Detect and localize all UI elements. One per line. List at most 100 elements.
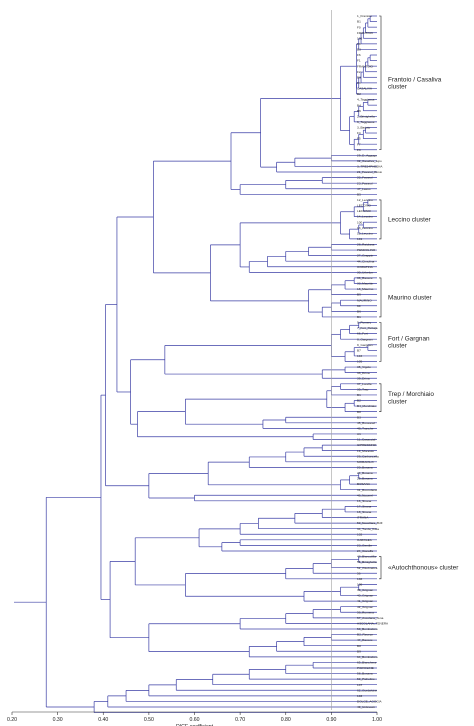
leaf-label: F4 — [357, 131, 361, 135]
leaf-label: BOSANA — [357, 482, 371, 486]
leaf-label: 103 — [357, 694, 362, 698]
leaf-label: B2 — [357, 92, 361, 96]
leaf-label: B1 — [357, 20, 361, 24]
leaf-label: 14_Leccino — [357, 215, 373, 219]
leaf-label: FRANTOIO — [357, 31, 374, 35]
leaf-label: A1 — [357, 432, 361, 436]
leaf-label: LECCINO — [357, 204, 371, 208]
leaf-label: 107 — [357, 683, 362, 687]
cluster-bracket — [379, 277, 382, 318]
leaf-label: 25_Bosana — [357, 477, 373, 481]
leaf-label: B4 — [357, 103, 361, 107]
leaf-label: CORATINA — [357, 265, 374, 269]
leaf-label: 2_Brisighella — [357, 114, 375, 118]
leaf-label: 21_Favarol_Rosio — [357, 170, 382, 174]
leaf-label: CASALIVA — [357, 87, 373, 91]
leaf-label: B3 — [357, 48, 361, 52]
leaf-label: 42_Grignan — [357, 605, 373, 609]
leaf-label: F3 — [357, 148, 361, 152]
leaf-label: 35_Trep — [357, 387, 369, 391]
cluster-label: cluster — [388, 343, 408, 350]
leaf-label: 28_Raiolana — [357, 243, 375, 247]
leaf-label: 13_Leccino — [357, 226, 373, 230]
leaf-label: 37_Lorella — [357, 382, 372, 386]
leaf-label: MORAIOLO — [357, 460, 374, 464]
x-axis-title: DICE coefficient — [176, 724, 214, 726]
leaf-label: F6 — [357, 53, 361, 57]
leaf-label: 27_Grappin — [357, 254, 373, 258]
x-axis-tick-label: 0.60 — [189, 717, 199, 723]
leaf-label: B6 — [357, 309, 361, 313]
leaf-label: 29_D_Aggogo — [357, 153, 377, 157]
leaf-label: 36_Ravece — [357, 276, 373, 280]
cluster-label: cluster — [388, 398, 408, 405]
leaf-label: 19_Moraiolo — [357, 449, 374, 453]
leaf-label: 46_Nocerel — [357, 493, 373, 497]
leaf-label: 12_Leccino — [357, 198, 373, 202]
leaf-label: B2_Ravece — [357, 633, 373, 637]
leaf-label: 62_Gordalvine — [357, 688, 377, 692]
leaf-label: 40_Grignan — [357, 594, 373, 598]
leaf-label: 11_Casaccial — [357, 438, 376, 442]
leaf-label: PICHOLINE — [357, 666, 374, 670]
leaf-label: 39_Drina — [357, 376, 370, 380]
cluster-label: Fort / Gargnan — [388, 335, 430, 342]
leaf-label: 57_Ascolana_Tena — [357, 616, 384, 620]
x-axis-tick-label: 0.30 — [53, 717, 63, 723]
leaf-label: 55_Brisighella — [357, 560, 377, 564]
leaf-label: 34_Tonda_Iblea — [357, 527, 379, 531]
cluster-label: «Autochthonous» cluster — [388, 565, 459, 572]
leaf-label: 22_Favarol — [357, 176, 373, 180]
leaf-label: B6 — [357, 109, 361, 113]
x-axis-tick-label: 1.00 — [372, 717, 382, 723]
leaf-label: CIPRESSINO — [357, 443, 377, 447]
leaf-label: 9_Pomery — [357, 321, 372, 325]
leaf-label: 16_Strana — [357, 499, 372, 503]
leaf-label: CAROLEA — [357, 538, 373, 542]
cluster-bracket — [379, 383, 382, 412]
leaf-label: 17_Strana — [357, 504, 372, 508]
leaf-label: F2 — [357, 70, 361, 74]
leaf-label: 33_Mauritin — [357, 282, 373, 286]
leaf-label: F3 — [357, 81, 361, 85]
leaf-label: ITRANA — [357, 516, 369, 520]
leaf-label: 102 — [357, 532, 362, 536]
leaf-label: 8_Gargnan — [357, 337, 373, 341]
leaf-label: 45_Rossanel — [357, 421, 375, 425]
leaf-label: 38_Drina — [357, 371, 370, 375]
cluster-label: cluster — [388, 83, 408, 90]
leaf-label: 35_Vigolo — [357, 365, 371, 369]
cluster-bracket — [379, 556, 382, 580]
leaf-label: PENDOLINO — [357, 248, 376, 252]
leaf-label: 52_Ottobratica — [357, 566, 378, 570]
x-axis-tick-label: 0.50 — [144, 717, 154, 723]
leaf-label: B7 — [357, 348, 361, 352]
leaf-label: FRANTOIO — [357, 64, 374, 68]
leaf-label: B1 — [357, 315, 361, 319]
dendrogram-branches — [14, 10, 377, 713]
leaf-label: B1 — [357, 393, 361, 397]
leaf-label: B8 — [357, 644, 361, 648]
leaf-label: B8 — [357, 410, 361, 414]
x-axis: 0.20 0.30 0.40 0.50 0.60 0.70 0.80 0.90 1.00 DICE… — [7, 711, 382, 726]
leaf-label: 48_Tranche — [357, 426, 374, 430]
leaf-label: DOLCE_AGOGIA — [357, 700, 383, 704]
leaf-label: 90 — [357, 304, 361, 308]
leaf-label: 23_Favarol — [357, 181, 373, 185]
leaf-label: 43_Biancolilla — [357, 555, 376, 559]
leaf-label: 15_Leccino — [357, 231, 373, 235]
leaf-label: 9_Gargnan — [357, 343, 373, 347]
leaf-label: 103 — [357, 36, 362, 40]
leaf-label: F1 — [357, 59, 361, 63]
leaf-label: F8 — [357, 42, 361, 46]
leaf-label: B3 — [357, 415, 361, 419]
cluster-bracket — [379, 15, 382, 151]
leaf-label: 49_Unknown — [357, 705, 375, 709]
leaf-label: MAURINO — [357, 298, 372, 302]
leaf-label: 23_Gentile — [357, 544, 372, 548]
leaf-label: F5 — [357, 137, 361, 141]
leaf-label: 59_Picholine — [357, 677, 375, 681]
leaf-label: F7 — [357, 142, 361, 146]
leaf-label: ASCOLANA_TENERA — [357, 622, 389, 626]
x-axis-tick-label: 0.40 — [98, 717, 108, 723]
